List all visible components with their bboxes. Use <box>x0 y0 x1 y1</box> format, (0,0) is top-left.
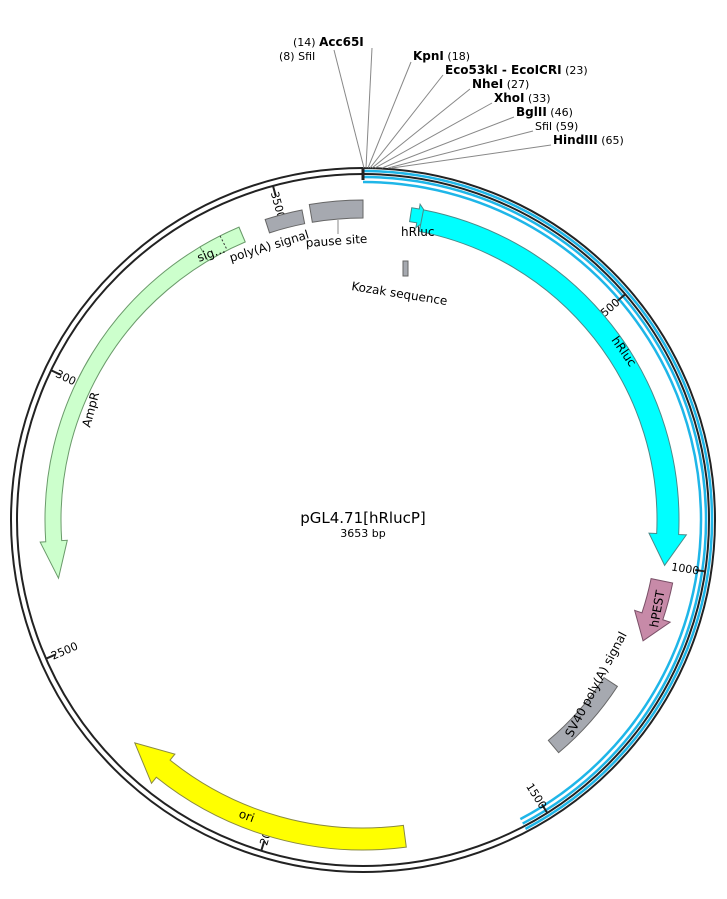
insert-highlight-outer <box>362 169 714 830</box>
label-ori: ori <box>237 807 256 825</box>
insert-highlight-inner <box>362 180 703 821</box>
site-xhoi: XhoI (33) <box>494 91 551 105</box>
feature-signal-divider <box>219 235 228 251</box>
tick-mark-1500 <box>541 803 549 814</box>
tick-mark-2500 <box>45 653 56 660</box>
restriction-sites: (14) Acc65I (8) SfiI KpnI (18) Eco53kI -… <box>279 35 624 147</box>
feature-pause-site-box <box>308 199 364 223</box>
feature-kozak-box <box>402 260 409 277</box>
label-kozak: Kozak sequence <box>351 279 449 308</box>
plasmid-length: 3653 bp <box>340 527 385 540</box>
label-sv40: SV40 poly(A) signal <box>562 629 629 739</box>
tick-mark-1000 <box>695 568 706 573</box>
tick-label-1500: 1500 <box>523 781 549 812</box>
site-nhei: NheI (27) <box>472 77 529 91</box>
feature-ampr-arrow <box>39 226 246 580</box>
tick-mark-3500 <box>272 185 277 196</box>
label-pause-site: pause site <box>305 232 368 250</box>
feature-signal-sequence-box <box>199 226 246 262</box>
site-sfii-left: (8) SfiI <box>279 50 315 63</box>
label-hrluc-small: hRluc <box>401 225 434 239</box>
feature-hrluc-arrow <box>418 209 688 567</box>
tick-mark-500 <box>616 293 626 302</box>
insert-highlight-middle <box>362 175 708 825</box>
tick-label-1000: 1000 <box>670 560 700 577</box>
label-sig: sig... <box>195 242 227 265</box>
site-hindiii: HindIII (65) <box>553 133 624 147</box>
tick-label-2500: 2500 <box>49 640 80 663</box>
site-sfii-right: SfiI (59) <box>535 120 578 133</box>
feature-ori-arrow <box>133 742 407 851</box>
site-kpni: KpnI (18) <box>413 49 470 63</box>
feature-polya-signal-box <box>264 209 306 234</box>
feature-hpest-arrow <box>633 578 674 642</box>
tick-mark-3000 <box>50 369 61 376</box>
site-acc65i: (14) Acc65I <box>293 35 364 49</box>
feature-sv40-polya-box <box>547 676 619 754</box>
site-leader-lines <box>333 47 552 169</box>
site-eco53ki: Eco53kI - EcoICRI (23) <box>445 63 588 77</box>
plasmid-name: pGL4.71[hRlucP] <box>300 509 426 527</box>
tick-mark-2000 <box>260 840 266 852</box>
label-hpest: hPEST <box>647 589 667 629</box>
site-bglii: BglII (46) <box>516 105 573 119</box>
